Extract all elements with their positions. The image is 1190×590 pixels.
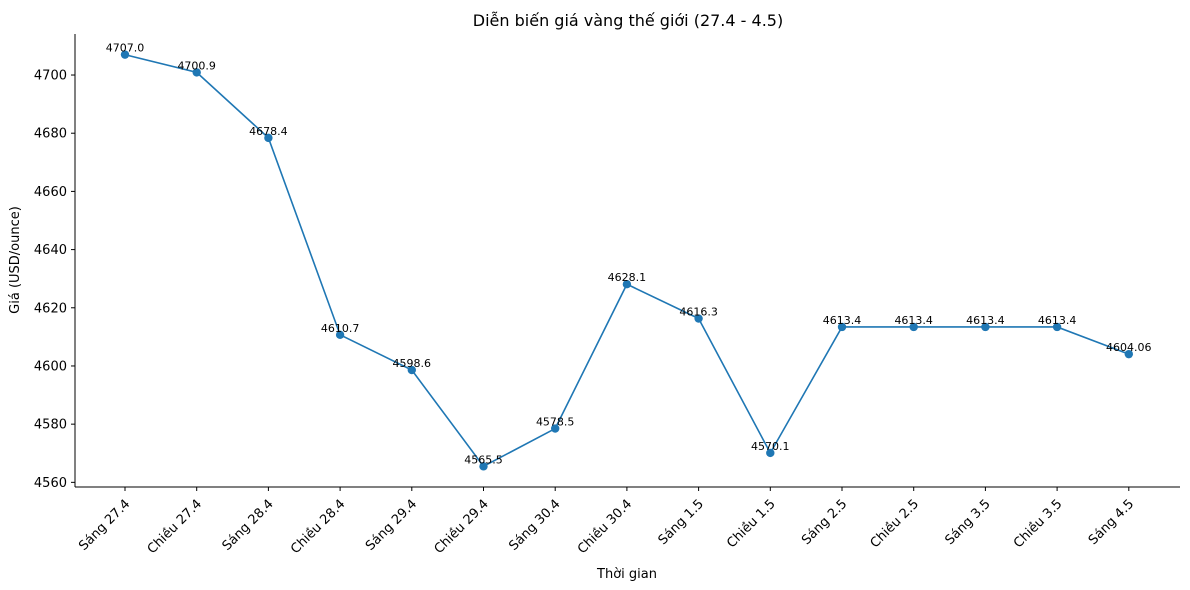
y-tick-label: 4640 (34, 243, 67, 258)
x-tick-label: Chiều 29.4 (432, 497, 492, 557)
x-tick-label: Sáng 3.5 (942, 497, 993, 548)
y-tick-label: 4680 (34, 127, 67, 142)
data-label: 4613.4 (1038, 314, 1077, 327)
data-point (622, 280, 632, 289)
data-point (837, 322, 847, 332)
plot-area: 4560 4580 4600 4620 4640 4660 4680 4700 Sáng 27.… (34, 34, 1180, 557)
data-label: 4628.1 (608, 271, 647, 284)
data-point (766, 448, 775, 458)
data-label: 4700.9 (177, 59, 216, 72)
data-point (264, 133, 273, 143)
x-tick-label: Chiều 27.4 (145, 497, 205, 557)
data-label: 4565.5 (464, 453, 503, 466)
data-label: 4578.5 (536, 416, 575, 429)
data-point (479, 462, 488, 471)
data-point (120, 50, 130, 59)
data-point (192, 68, 201, 77)
data-label: 4610.7 (321, 322, 360, 335)
x-tick-label: Sáng 2.5 (799, 497, 850, 548)
data-label: 4678.4 (249, 125, 288, 138)
y-axis-label: Giá (USD/ounce) (8, 206, 23, 314)
data-label: 4613.4 (823, 314, 862, 327)
x-tick-label: Sáng 4.5 (1086, 497, 1137, 548)
data-label: 4604.06 (1106, 341, 1152, 354)
data-point (909, 322, 918, 332)
data-point (551, 424, 560, 433)
x-tick-label: Chiều 30.4 (575, 497, 635, 557)
y-tick-label: 4700 (34, 69, 67, 84)
data-label: 4616.3 (679, 306, 718, 319)
x-tick-label: Sáng 30.4 (506, 497, 563, 554)
x-axis-label: Thời gian (596, 567, 657, 582)
y-tick-label: 4600 (34, 359, 67, 374)
data-point (1124, 349, 1134, 359)
data-point (694, 314, 703, 323)
x-tick-label: Sáng 29.4 (363, 497, 420, 554)
y-tick-label: 4620 (34, 301, 67, 316)
data-label: 4570.1 (751, 440, 790, 453)
x-tick-label: Sáng 1.5 (656, 497, 707, 548)
data-label: 4598.6 (393, 357, 432, 370)
chart-title: Diễn biến giá vàng thế giới (27.4 - 4.5) (473, 11, 783, 30)
x-tick-label: Sáng 27.4 (76, 497, 133, 554)
x-tick-label: Sáng 28.4 (220, 497, 277, 554)
x-tick-label: Chiều 1.5 (724, 497, 778, 551)
x-tick-label: Chiều 2.5 (868, 497, 922, 551)
data-point (1052, 322, 1062, 332)
data-label: 4707.0 (106, 42, 145, 55)
data-label: 4613.4 (894, 314, 933, 327)
data-point (981, 322, 990, 332)
series-line (124, 53, 1130, 468)
data-label: 4613.4 (966, 314, 1005, 327)
data-point (335, 330, 345, 340)
data-point (407, 365, 416, 375)
y-tick-label: 4660 (34, 185, 67, 200)
y-tick-label: 4560 (34, 476, 67, 491)
y-tick-label: 4580 (34, 418, 67, 433)
x-tick-label: Chiều 3.5 (1011, 497, 1065, 551)
x-tick-label: Chiều 28.4 (288, 497, 348, 557)
